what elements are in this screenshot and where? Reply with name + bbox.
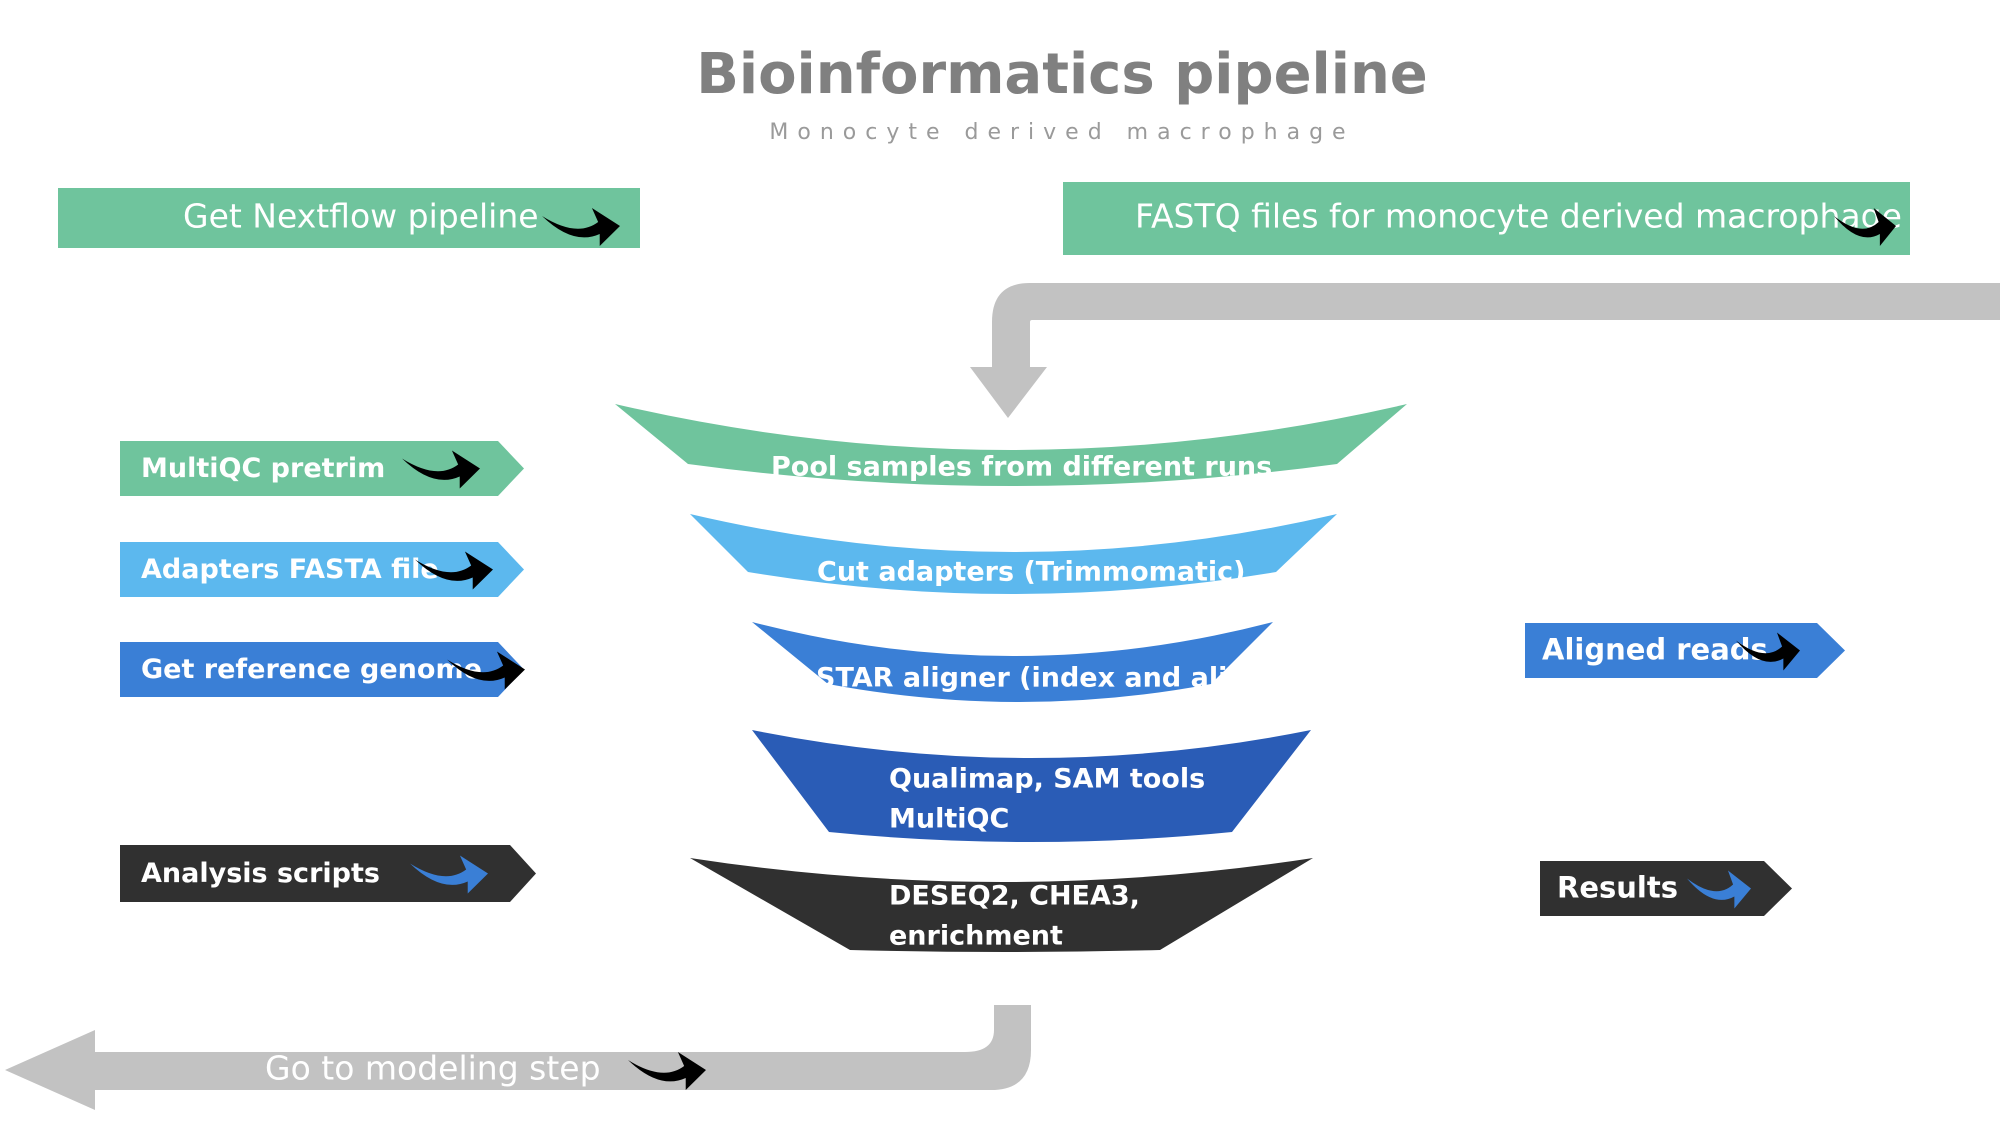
input-arrow-shape <box>120 845 536 902</box>
banner-label: FASTQ files for monocyte derived macroph… <box>1135 197 1902 236</box>
funnel-shape <box>690 514 1337 594</box>
arrow-right-icon <box>402 450 480 489</box>
funnel-step-qualimap[interactable]: Qualimap, SAM tools MultiQC <box>752 730 1311 842</box>
input-label: MultiQC pretrim <box>141 453 385 484</box>
funnel-step-label: MultiQC <box>889 804 1009 835</box>
output-results[interactable]: Results <box>1540 861 1792 916</box>
banner-background <box>58 188 640 248</box>
funnel-step-cut-adapters[interactable]: Cut adapters (Trimmomatic) <box>690 514 1337 594</box>
funnel-step-deseq2[interactable]: DESEQ2, CHEA3, enrichment <box>690 858 1313 952</box>
banner-fastq-files[interactable]: FASTQ files for monocyte derived macroph… <box>1063 182 1910 255</box>
funnel-step-pool-samples[interactable]: Pool samples from different runs <box>615 404 1407 486</box>
funnel-to-modeling-connector <box>5 1005 1031 1110</box>
input-analysis-scripts[interactable]: Analysis scripts <box>120 845 536 902</box>
output-arrow-shape <box>1540 861 1792 916</box>
funnel-step-label: STAR aligner (index and align) <box>816 663 1278 694</box>
funnel-step-label: enrichment <box>889 921 1063 952</box>
funnel-step-star-aligner[interactable]: STAR aligner (index and align) <box>752 622 1278 702</box>
input-label: Get reference genome <box>141 654 482 685</box>
funnel-shape <box>615 404 1407 486</box>
banner-label: Get Nextflow pipeline <box>183 197 539 236</box>
funnel-step-label: Qualimap, SAM tools <box>889 764 1205 795</box>
input-label: Adapters FASTA file <box>141 554 439 585</box>
arrow-right-icon <box>1687 870 1751 909</box>
arrow-right-icon <box>1834 208 1896 246</box>
funnel-step-label: Pool samples from different runs <box>771 452 1272 483</box>
funnel-step-label: DESEQ2, CHEA3, <box>889 881 1140 912</box>
modeling-step-label: Go to modeling step <box>265 1049 601 1088</box>
input-reference-genome[interactable]: Get reference genome <box>120 642 525 697</box>
funnel-step-label: Cut adapters (Trimmomatic) <box>817 557 1245 588</box>
input-label: Analysis scripts <box>141 858 380 889</box>
input-multiqc-pretrim[interactable]: MultiQC pretrim <box>120 441 524 496</box>
input-arrow-shape <box>120 441 524 496</box>
output-label: Aligned reads <box>1542 633 1768 667</box>
page-subtitle: Monocyte derived macrophage <box>769 120 1355 145</box>
page-title: Bioinformatics pipeline <box>696 42 1428 107</box>
output-arrow-shape <box>1525 623 1845 678</box>
funnel-shape <box>752 622 1273 702</box>
banner-background <box>1063 182 1910 255</box>
banner-get-nextflow-pipeline[interactable]: Get Nextflow pipeline <box>58 188 640 248</box>
output-label: Results <box>1557 871 1678 905</box>
fastq-to-funnel-connector <box>970 283 2000 418</box>
funnel-shape <box>752 730 1311 842</box>
down-arrow-icon <box>970 283 2000 418</box>
arrow-right-icon <box>410 855 488 894</box>
funnel-shape <box>690 858 1313 952</box>
arrow-right-icon <box>415 551 493 590</box>
go-to-modeling-step[interactable]: Go to modeling step <box>265 1049 706 1091</box>
arrow-right-icon <box>1736 632 1800 671</box>
arrow-right-icon <box>628 1052 706 1090</box>
input-arrow-shape <box>120 642 524 697</box>
input-arrow-shape <box>120 542 524 597</box>
output-aligned-reads[interactable]: Aligned reads <box>1525 623 1845 678</box>
arrow-right-icon <box>542 208 620 246</box>
left-arrow-icon <box>5 1005 1031 1110</box>
arrow-right-icon <box>447 651 525 690</box>
input-adapters-fasta[interactable]: Adapters FASTA file <box>120 542 524 597</box>
